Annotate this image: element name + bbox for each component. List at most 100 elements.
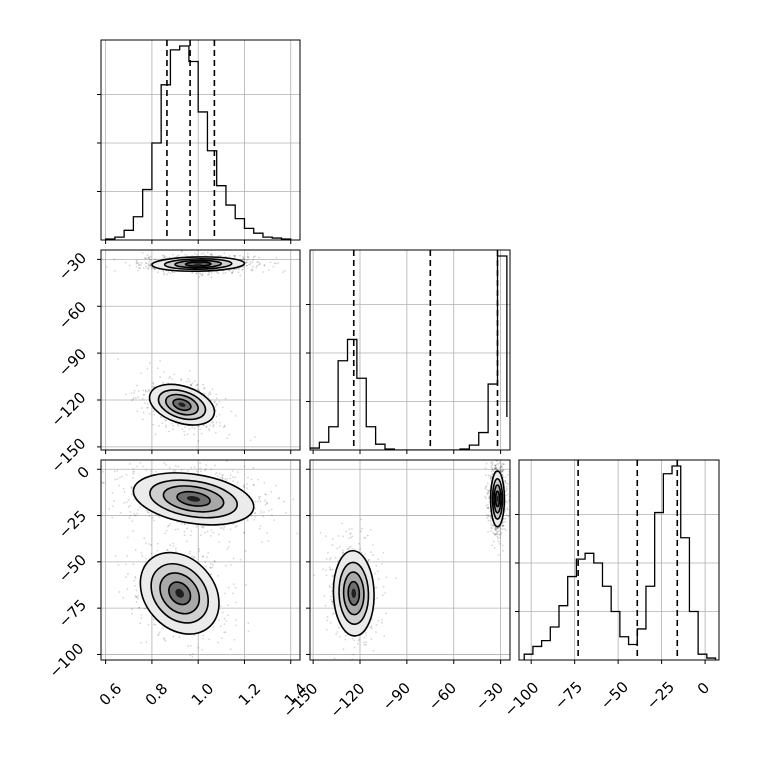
sample-point [177, 465, 180, 468]
sample-point [245, 261, 248, 264]
sample-point [135, 589, 138, 592]
sample-point [153, 413, 156, 416]
sample-point [202, 252, 205, 255]
sample-point [195, 384, 198, 387]
sample-point [219, 605, 222, 607]
sample-point [336, 547, 339, 550]
sample-point [140, 407, 143, 409]
sample-point [162, 381, 165, 384]
axes-frame [309, 459, 511, 661]
sample-point [229, 648, 232, 651]
sample-point [226, 604, 229, 607]
sample-point [76, 481, 78, 483]
contour-line [151, 256, 246, 273]
sample-point [364, 553, 366, 556]
sample-point [125, 473, 128, 476]
sample-point [190, 384, 193, 387]
sample-point [365, 634, 368, 637]
sample-point [242, 485, 245, 488]
sample-point [132, 468, 135, 470]
sample-point [140, 641, 143, 644]
sample-point [127, 536, 129, 539]
histogram-bin [366, 427, 375, 450]
sample-point [504, 480, 507, 482]
sample-point [163, 419, 166, 421]
sample-point [214, 431, 217, 434]
sample-point [489, 515, 492, 518]
sample-point [98, 485, 100, 487]
histogram-bin [161, 85, 170, 240]
sample-point [488, 495, 491, 498]
sample-point [228, 269, 231, 272]
sample-point [501, 544, 504, 547]
sample-point [126, 588, 129, 591]
sample-point [140, 372, 143, 375]
sample-point [242, 484, 245, 486]
sample-point [211, 563, 214, 566]
sample-point [132, 397, 135, 399]
sample-point [134, 584, 137, 587]
histogram-step-line [523, 465, 717, 660]
sample-point [246, 476, 249, 479]
sample-point [125, 501, 128, 504]
histogram-bin [180, 46, 189, 240]
sample-point [140, 613, 143, 616]
sample-point [485, 514, 488, 516]
sample-point [229, 528, 232, 531]
sample-point [147, 257, 150, 259]
x-tick-label: 1.0 [188, 680, 218, 710]
sample-point [494, 528, 497, 531]
sample-point [207, 273, 209, 276]
histogram-bin [207, 151, 216, 240]
sample-point [204, 469, 207, 472]
sample-point [259, 500, 262, 503]
sample-point [142, 389, 145, 392]
sample-point [118, 591, 121, 593]
sample-point [283, 500, 285, 503]
sample-point [133, 392, 136, 394]
sample-point [489, 477, 492, 480]
sample-point [505, 529, 507, 531]
sample-point [347, 537, 350, 540]
sample-point [199, 462, 201, 465]
sample-point [233, 255, 236, 258]
sample-point [145, 262, 147, 265]
histogram-bin [133, 217, 142, 240]
sample-point [132, 472, 135, 475]
sample-point [351, 548, 354, 550]
sample-point [152, 382, 155, 385]
sample-point [131, 608, 134, 611]
sample-point [102, 482, 105, 484]
sample-point [207, 551, 210, 554]
sample-point [209, 424, 211, 427]
sample-point [217, 272, 220, 275]
sample-point [144, 257, 147, 260]
y-tick-labels-param-2: 0 −25 −50 −75 −100 [46, 463, 94, 682]
sample-point [201, 525, 203, 528]
sample-point [249, 260, 252, 263]
sample-point [331, 613, 334, 615]
sample-point [496, 463, 499, 466]
histogram-bin [198, 112, 207, 240]
sample-point [498, 530, 501, 532]
y-tick-label: 0 [74, 463, 93, 482]
sample-point [127, 506, 130, 508]
sample-point [200, 274, 203, 276]
sample-point [211, 254, 214, 257]
sample-point [209, 562, 212, 565]
sample-point [251, 269, 254, 272]
histogram-bin [488, 384, 497, 450]
sample-point [359, 518, 362, 521]
sample-point [163, 638, 166, 641]
sample-point [313, 574, 315, 577]
sample-point [200, 432, 203, 435]
sample-point [191, 655, 194, 658]
sample-point [112, 505, 114, 508]
sample-point [206, 556, 208, 559]
x-tick-labels-param-1: −150 −120 −90 −60 −30 [280, 679, 507, 721]
y-tick-label: −75 [55, 596, 90, 631]
sample-point [197, 550, 200, 553]
sample-point [133, 579, 136, 582]
sample-point [247, 258, 250, 261]
sample-point [487, 474, 490, 477]
